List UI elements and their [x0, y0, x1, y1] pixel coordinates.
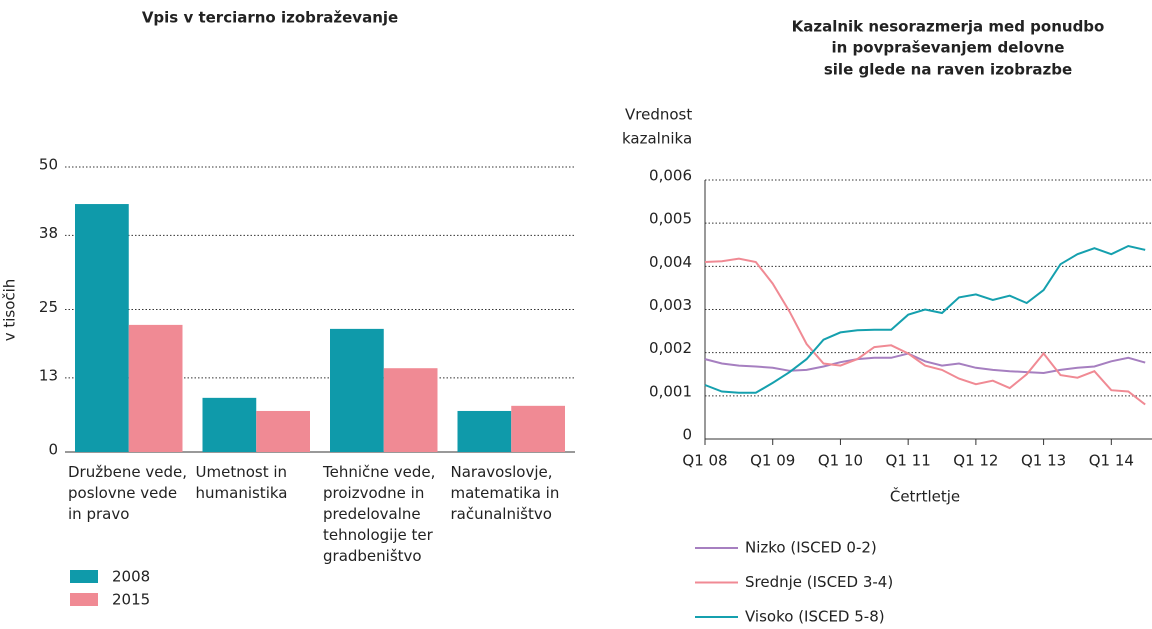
line — [704, 244, 1146, 394]
chart-title: Kazalnik nesorazmerja med ponudbo — [792, 18, 1105, 36]
y-tick-label: 0 — [48, 441, 58, 459]
x-tick-label: Q1 13 — [1021, 452, 1066, 470]
x-tick-label: Tehnične vede, proizvodne in predelovalne t… — [322, 463, 435, 565]
x-tick-label: Q1 11 — [886, 452, 931, 470]
y-axis-label: kazalnika — [622, 130, 692, 148]
x-tick-label: Q1 12 — [953, 452, 998, 470]
y-tick-label: 0,005 — [649, 210, 692, 228]
y-axis-label: Vrednost — [625, 106, 692, 124]
y-tick-label: 0,004 — [649, 253, 692, 271]
bar — [457, 410, 512, 452]
y-tick-label: 25 — [39, 298, 58, 316]
line — [704, 257, 1146, 406]
y-axis-label: v tisočih — [1, 279, 19, 342]
bar — [511, 405, 565, 452]
legend-label: 2015 — [112, 591, 150, 609]
x-axis-label: Četrtletje — [890, 487, 960, 506]
x-tick-label: Q1 14 — [1089, 452, 1134, 470]
x-tick-label: Družbene vede, poslovne vede in pravo — [68, 463, 187, 523]
bar — [383, 368, 438, 452]
bar — [330, 328, 384, 452]
y-tick-label: 0 — [682, 426, 692, 444]
y-tick-label: 0,001 — [649, 382, 692, 400]
x-tick-label: Umetnost in humanistika — [196, 463, 288, 502]
chart-title: Vpis v terciarno izobraževanje — [142, 9, 398, 27]
y-tick-label: 38 — [39, 224, 58, 242]
x-tick-label: Naravoslovje, matematika in računalništvo — [451, 463, 560, 523]
x-tick-label: Q1 08 — [682, 452, 727, 470]
legend-swatch — [70, 593, 98, 606]
legend-label: Srednje (ISCED 3-4) — [745, 573, 893, 591]
line — [704, 352, 1146, 375]
bar — [202, 397, 257, 452]
legend-label: 2008 — [112, 568, 150, 586]
bar — [128, 324, 183, 452]
legend-label: Nizko (ISCED 0-2) — [745, 539, 877, 557]
x-tick-label: Q1 10 — [818, 452, 863, 470]
y-tick-label: 13 — [39, 366, 58, 384]
legend-label: Visoko (ISCED 5-8) — [745, 608, 885, 626]
y-tick-label: 50 — [39, 156, 58, 174]
chart-title: in povpraševanjem delovne — [832, 39, 1065, 57]
legend-swatch — [70, 570, 98, 583]
bar — [256, 410, 310, 452]
y-tick-label: 0,006 — [649, 167, 692, 185]
chart-title: sile glede na raven izobrazbe — [824, 61, 1072, 79]
bar — [75, 204, 129, 452]
y-tick-label: 0,003 — [649, 296, 692, 314]
x-tick-label: Q1 09 — [750, 452, 795, 470]
y-tick-label: 0,002 — [649, 339, 692, 357]
